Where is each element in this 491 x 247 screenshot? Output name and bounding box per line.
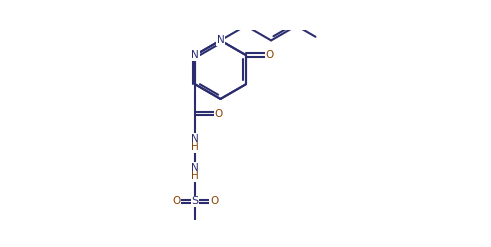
Text: S: S [191,196,199,206]
Text: N: N [191,163,199,173]
Text: O: O [266,50,274,60]
Text: O: O [172,196,180,206]
Text: O: O [210,196,218,206]
Text: N: N [191,50,199,60]
Text: H: H [191,171,199,181]
Text: H: H [191,142,199,152]
Text: N: N [191,134,199,144]
Text: N: N [217,35,224,45]
Text: O: O [215,109,222,119]
